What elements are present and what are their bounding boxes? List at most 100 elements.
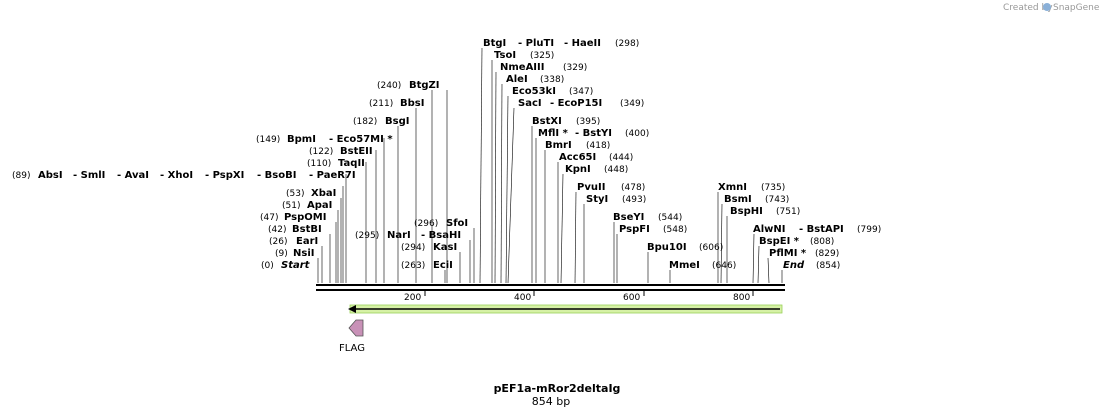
enzyme-name[interactable]: NmeAIII (500, 62, 544, 73)
site-position: (295) (355, 231, 379, 241)
enzyme-name[interactable]: - XhoI (160, 170, 193, 181)
enzyme-name[interactable]: MmeI (669, 260, 700, 271)
site-position: (89) (12, 171, 30, 181)
site-position: (294) (401, 243, 425, 253)
enzyme-name[interactable]: - PspXI (205, 170, 244, 181)
enzyme-name[interactable]: ApaI (307, 200, 332, 211)
enzyme-name[interactable]: AbsI (38, 170, 63, 181)
site-leader-lines (317, 47, 783, 284)
enzyme-name[interactable]: - SmlI (73, 170, 105, 181)
enzyme-name[interactable]: BmrI (545, 140, 572, 151)
site-position: (799) (857, 225, 881, 235)
backbone (316, 284, 785, 291)
enzyme-name[interactable]: BseYI (613, 212, 644, 223)
plasmid-length: 854 bp (532, 395, 570, 408)
site-position: (240) (377, 81, 401, 91)
site-position: (0) (261, 261, 274, 271)
enzyme-name[interactable]: StyI (586, 194, 608, 205)
enzyme-name[interactable]: TaqII (338, 158, 365, 169)
site-position: (9) (275, 249, 288, 259)
enzyme-name[interactable]: BsmI (724, 194, 752, 205)
enzyme-name[interactable]: BtgZI (409, 80, 440, 91)
enzyme-name[interactable]: BpmI (287, 134, 316, 145)
enzyme-name[interactable]: SacI (518, 98, 542, 109)
enzyme-name[interactable]: EarI (296, 236, 318, 247)
enzyme-name[interactable]: - BsoBI (257, 170, 296, 181)
plasmid-title: pEF1a-mRor2deltaIg (494, 382, 621, 395)
enzyme-name[interactable]: PflMI * (769, 248, 807, 259)
enzyme-name[interactable]: - PluTI (518, 38, 554, 49)
enzyme-name[interactable]: BstXI (532, 116, 562, 127)
credit-label: Created by (1003, 3, 1053, 13)
enzyme-name[interactable]: BspEI * (759, 236, 800, 247)
site-position: (26) (269, 237, 287, 247)
enzyme-name[interactable]: Bpu10I (647, 242, 687, 253)
site-position: (548) (663, 225, 687, 235)
site-position: (149) (256, 135, 280, 145)
enzyme-name[interactable]: BstBI (292, 224, 322, 235)
enzyme-name[interactable]: BtgI (483, 38, 506, 49)
enzyme-name[interactable]: BsgI (385, 116, 409, 127)
enzyme-name[interactable]: NarI (387, 230, 411, 241)
ruler-tick-label: 800 (733, 293, 750, 303)
site-position: (51) (282, 201, 300, 211)
enzyme-name[interactable]: AleI (506, 74, 528, 85)
site-position: (347) (569, 87, 593, 97)
enzyme-name[interactable]: BspHI (730, 206, 763, 217)
site-position: (829) (815, 249, 839, 259)
site-name: End (783, 260, 805, 271)
site-position: (448) (604, 165, 628, 175)
site-position: (53) (286, 189, 304, 199)
enzyme-name[interactable]: NsiI (293, 248, 314, 259)
enzyme-name[interactable]: AlwNI (753, 224, 786, 235)
enzyme-name[interactable]: PspOMI (284, 212, 326, 223)
enzyme-name[interactable]: KasI (433, 242, 457, 253)
enzyme-name[interactable]: KpnI (565, 164, 591, 175)
site-position: (751) (776, 207, 800, 217)
enzyme-name[interactable]: PvuII (577, 182, 605, 193)
site-position: (395) (576, 117, 600, 127)
enzyme-name[interactable]: - BsaHI (421, 230, 461, 241)
ruler-tick-label: 200 (404, 293, 421, 303)
enzyme-name[interactable]: - PaeR7I (309, 170, 356, 181)
feature-bar[interactable] (348, 304, 783, 314)
site-position: (329) (563, 63, 587, 73)
enzyme-name[interactable]: - AvaI (117, 170, 149, 181)
site-position: (544) (658, 213, 682, 223)
enzyme-name[interactable]: EciI (433, 260, 453, 271)
site-position: (808) (810, 237, 834, 247)
feature-label: FLAG (339, 343, 365, 354)
enzyme-name[interactable]: BstEII (340, 146, 373, 157)
enzyme-name[interactable]: - EcoP15I (550, 98, 602, 109)
flag-feature[interactable]: FLAG (339, 319, 365, 354)
enzyme-name[interactable]: - BstAPI (799, 224, 844, 235)
flag-feature-icon (348, 319, 364, 337)
site-position: (338) (540, 75, 564, 85)
site-position: (211) (369, 99, 393, 109)
site-position: (325) (530, 51, 554, 61)
site-position: (110) (307, 159, 331, 169)
enzyme-name[interactable]: TsoI (494, 50, 516, 61)
site-position: (263) (401, 261, 425, 271)
site-position: (493) (622, 195, 646, 205)
enzyme-name[interactable]: PspFI (619, 224, 650, 235)
enzyme-name[interactable]: XbaI (311, 188, 336, 199)
enzyme-name[interactable]: Eco53kI (512, 86, 556, 97)
enzyme-name[interactable]: - HaeII (564, 38, 601, 49)
site-position: (47) (260, 213, 278, 223)
enzyme-name[interactable]: MflI * (538, 128, 569, 139)
enzyme-name[interactable]: - BstYI (575, 128, 612, 139)
enzyme-name[interactable]: - Eco57MI * (329, 134, 393, 145)
enzyme-name[interactable]: Acc65I (559, 152, 596, 163)
site-position: (296) (414, 219, 438, 229)
arrow-left-icon (348, 305, 356, 313)
site-name: Start (281, 260, 311, 271)
site-position: (298) (615, 39, 639, 49)
enzyme-name[interactable]: XmnI (718, 182, 747, 193)
site-position: (606) (699, 243, 723, 253)
ruler-tick-label: 600 (623, 293, 640, 303)
enzyme-name[interactable]: BbsI (400, 98, 424, 109)
site-position: (400) (625, 129, 649, 139)
enzyme-name[interactable]: SfoI (446, 218, 468, 229)
